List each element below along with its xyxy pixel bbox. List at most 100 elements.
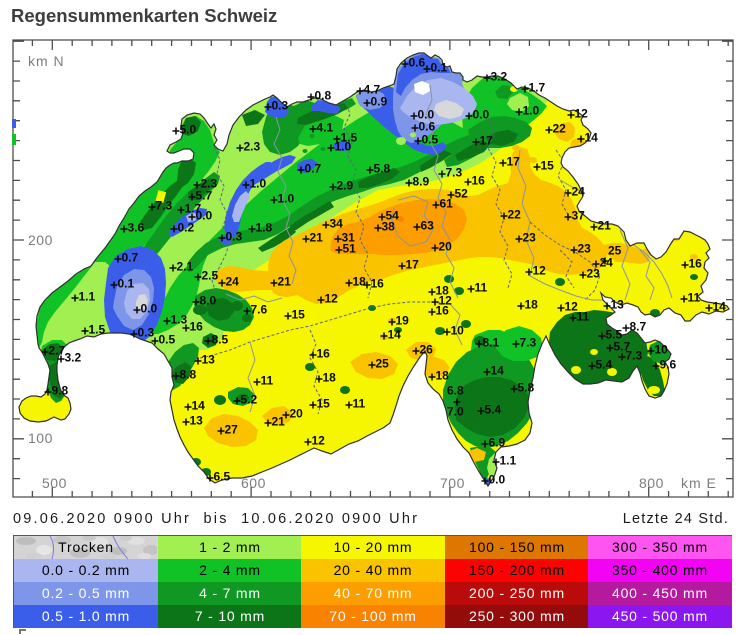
- svg-text:0.0: 0.0: [473, 108, 490, 122]
- svg-text:5.7: 5.7: [196, 189, 213, 203]
- svg-text:200: 200: [28, 232, 53, 248]
- svg-text:5.2: 5.2: [241, 393, 258, 407]
- svg-text:13: 13: [202, 353, 216, 367]
- svg-text:21: 21: [278, 275, 292, 289]
- svg-text:37: 37: [572, 209, 586, 223]
- svg-text:0.8: 0.8: [315, 89, 332, 103]
- svg-text:2.1: 2.1: [177, 260, 194, 274]
- svg-text:8.8: 8.8: [180, 368, 197, 382]
- svg-text:5.7: 5.7: [614, 340, 631, 354]
- svg-text:1.0: 1.0: [278, 192, 295, 206]
- svg-text:27: 27: [225, 423, 239, 437]
- svg-text:1.8: 1.8: [256, 221, 273, 235]
- svg-text:11: 11: [261, 374, 274, 388]
- svg-text:21: 21: [272, 415, 286, 429]
- svg-text:22: 22: [553, 122, 567, 136]
- svg-text:11: 11: [688, 291, 701, 305]
- svg-text:14: 14: [585, 131, 599, 145]
- svg-text:7.3: 7.3: [520, 336, 537, 350]
- svg-text:13: 13: [190, 414, 204, 428]
- svg-text:7.3: 7.3: [626, 349, 643, 363]
- svg-text:10: 10: [451, 324, 465, 338]
- svg-text:14: 14: [388, 328, 402, 342]
- svg-text:11: 11: [353, 397, 366, 411]
- svg-text:5.0: 5.0: [180, 123, 197, 137]
- svg-text:9.8: 9.8: [52, 384, 69, 398]
- svg-text:11: 11: [475, 281, 488, 295]
- svg-text:7.6: 7.6: [251, 303, 268, 317]
- svg-text:34: 34: [330, 217, 344, 231]
- svg-text:2.7: 2.7: [49, 344, 66, 358]
- svg-text:15: 15: [292, 308, 306, 322]
- svg-text:5.5: 5.5: [606, 328, 623, 342]
- svg-text:8.7: 8.7: [630, 320, 647, 334]
- svg-text:0.3: 0.3: [272, 99, 289, 113]
- svg-text:1.0: 1.0: [335, 140, 352, 154]
- svg-text:5.4: 5.4: [485, 403, 502, 417]
- svg-text:1.1: 1.1: [79, 290, 96, 304]
- svg-text:18: 18: [353, 275, 367, 289]
- svg-text:63: 63: [421, 219, 435, 233]
- svg-text:3.2: 3.2: [491, 70, 508, 84]
- svg-text:8.1: 8.1: [483, 336, 500, 350]
- svg-text:100: 100: [28, 430, 53, 446]
- svg-text:2.3: 2.3: [244, 140, 261, 154]
- svg-text:km E: km E: [681, 475, 717, 491]
- svg-text:800: 800: [639, 475, 664, 491]
- svg-text:18: 18: [436, 284, 450, 298]
- svg-text:9.6: 9.6: [660, 358, 677, 372]
- svg-text:52: 52: [455, 187, 469, 201]
- svg-text:14: 14: [192, 399, 206, 413]
- svg-text:7.0: 7.0: [447, 405, 464, 419]
- svg-text:15: 15: [541, 159, 555, 173]
- svg-text:38: 38: [382, 220, 396, 234]
- svg-text:0.2: 0.2: [178, 221, 195, 235]
- svg-text:600: 600: [241, 475, 266, 491]
- svg-text:1.5: 1.5: [341, 131, 358, 145]
- svg-text:15: 15: [317, 397, 331, 411]
- svg-text:0.9: 0.9: [371, 95, 388, 109]
- svg-text:4.7: 4.7: [364, 83, 381, 97]
- svg-text:12: 12: [325, 292, 339, 306]
- svg-text:16: 16: [436, 304, 450, 318]
- svg-text:1.0: 1.0: [250, 177, 267, 191]
- svg-text:31: 31: [342, 231, 356, 245]
- svg-text:16: 16: [689, 257, 703, 271]
- svg-text:4.1: 4.1: [317, 121, 334, 135]
- svg-text:61: 61: [440, 197, 454, 211]
- svg-text:0.6: 0.6: [409, 56, 426, 70]
- svg-text:17: 17: [406, 258, 420, 272]
- svg-text:2.5: 2.5: [202, 269, 219, 283]
- svg-text:12: 12: [575, 107, 589, 121]
- svg-text:0.7: 0.7: [122, 251, 139, 265]
- svg-text:14: 14: [713, 300, 727, 314]
- svg-text:1.1: 1.1: [500, 454, 517, 468]
- svg-text:12: 12: [439, 294, 453, 308]
- svg-text:23: 23: [587, 267, 601, 281]
- svg-text:6.8: 6.8: [447, 384, 464, 398]
- svg-text:24: 24: [572, 185, 586, 199]
- svg-text:1.0: 1.0: [523, 104, 540, 118]
- svg-text:16: 16: [472, 174, 486, 188]
- svg-text:22: 22: [508, 208, 522, 222]
- svg-text:11: 11: [577, 310, 590, 324]
- svg-text:3.2: 3.2: [65, 351, 82, 365]
- svg-text:1.7: 1.7: [529, 81, 546, 95]
- svg-text:7.3: 7.3: [446, 166, 463, 180]
- svg-text:20: 20: [290, 407, 304, 421]
- svg-text:18: 18: [525, 298, 539, 312]
- svg-text:500: 500: [42, 475, 67, 491]
- svg-text:0.0: 0.0: [489, 473, 506, 487]
- svg-text:0.0: 0.0: [141, 302, 158, 316]
- svg-text:13: 13: [611, 298, 625, 312]
- svg-text:3.6: 3.6: [128, 221, 145, 235]
- svg-text:12: 12: [565, 300, 579, 314]
- svg-text:1.7: 1.7: [185, 202, 202, 216]
- svg-text:14: 14: [491, 364, 505, 378]
- svg-text:17: 17: [507, 155, 521, 169]
- svg-text:12: 12: [312, 434, 326, 448]
- svg-text:2.3: 2.3: [201, 177, 218, 191]
- svg-text:6.9: 6.9: [489, 436, 506, 450]
- svg-text:1.3: 1.3: [171, 313, 188, 327]
- svg-text:21: 21: [598, 219, 612, 233]
